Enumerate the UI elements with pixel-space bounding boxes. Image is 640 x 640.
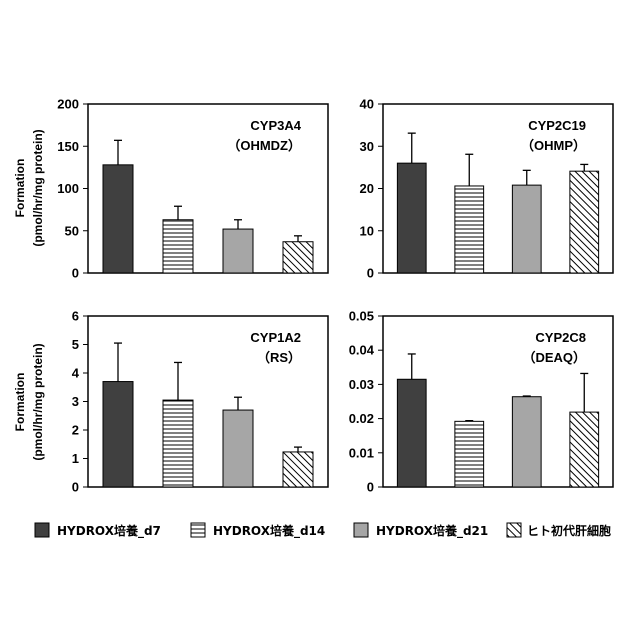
bar-cyp2c19-d7 [397, 163, 426, 273]
legend-label-d21: HYDROX培養_d21 [376, 523, 488, 539]
y-tick-label-cyp2c8: 0.03 [349, 377, 374, 392]
y-tick-label-cyp2c19: 40 [360, 97, 374, 112]
y-tick-label-cyp1a2: 2 [72, 423, 79, 438]
chart-panels: 050100150200CYP3A4（OHMDZ）010203040CYP2C1… [57, 97, 613, 495]
panel-sublabel-cyp2c8: （DEAQ） [522, 350, 586, 365]
legend-swatch-d7 [35, 523, 49, 537]
legend-swatch-d14 [191, 523, 205, 537]
y-tick-label-cyp1a2: 4 [72, 366, 80, 381]
bar-cyp3a4-d21 [223, 229, 253, 273]
bar-cyp1a2-d21 [223, 410, 253, 487]
bar-cyp1a2-primary-hepatocytes [283, 452, 313, 487]
legend-label-d7: HYDROX培養_d7 [57, 523, 161, 539]
legend: HYDROX培養_d7 HYDROX培養_d14 HYDROX培養_d21 ヒト… [35, 523, 611, 539]
y-tick-label-cyp3a4: 100 [57, 181, 79, 196]
bar-cyp2c19-primary-hepatocytes [570, 171, 599, 273]
y-tick-label-cyp2c19: 10 [360, 223, 374, 238]
y-tick-label-cyp1a2: 3 [72, 394, 79, 409]
legend-label-primary-hepatocytes: ヒト初代肝細胞 [527, 523, 611, 538]
bar-cyp2c8-d21 [512, 397, 541, 487]
y-tick-label-cyp2c19: 30 [360, 139, 374, 154]
bar-cyp2c8-d14 [455, 421, 484, 487]
panel-sublabel-cyp3a4: （OHMDZ） [227, 138, 301, 153]
bar-cyp1a2-d14 [163, 400, 193, 487]
y-tick-label-cyp2c19: 20 [360, 181, 374, 196]
y-tick-label-cyp2c8: 0.04 [349, 343, 375, 358]
bar-cyp2c8-primary-hepatocytes [570, 412, 599, 487]
bar-cyp2c19-d21 [512, 185, 541, 273]
y-axis-label-top-line1: Formation [13, 159, 27, 218]
y-tick-label-cyp3a4: 200 [57, 97, 79, 112]
panel-cyp2c8: 0 0.01 0.02 0.03 0.04 0.05 CYP2C8 （DEAQ） [349, 309, 613, 495]
bar-cyp3a4-d7 [103, 165, 133, 273]
y-tick-label-cyp1a2: 0 [72, 480, 79, 495]
bar-cyp3a4-d14 [163, 220, 193, 273]
panel-label-cyp1a2: CYP1A2 [250, 330, 301, 345]
y-axis-label-bottom-line2: (pmol/hr/mg protein) [31, 343, 45, 460]
y-tick-label-cyp3a4: 50 [65, 223, 79, 238]
y-tick-label-cyp2c8: 0.02 [349, 411, 374, 426]
y-tick-label-cyp2c8: 0.05 [349, 309, 374, 324]
bar-cyp2c8-d7 [397, 379, 426, 487]
panel-sublabel-cyp2c19: （OHMP） [521, 138, 586, 153]
y-tick-label-cyp1a2: 6 [72, 309, 79, 324]
y-tick-label-cyp2c19: 0 [367, 266, 374, 281]
legend-swatch-d21 [354, 523, 368, 537]
bar-cyp2c19-d14 [455, 186, 484, 273]
y-tick-label-cyp2c8: 0.01 [349, 445, 374, 460]
panel-cyp2c19: 0 10 20 30 40 CYP2C19 （OHMP） [360, 97, 613, 281]
legend-swatch-primary-hepatocytes [507, 523, 521, 537]
y-axis-label-bottom-line1: Formation [13, 373, 27, 432]
y-tick-label-cyp1a2: 5 [72, 337, 79, 352]
y-tick-label-cyp3a4: 0 [72, 266, 79, 281]
panel-label-cyp2c8: CYP2C8 [535, 330, 586, 345]
panel-sublabel-cyp1a2: （RS） [257, 350, 301, 365]
legend-label-d14: HYDROX培養_d14 [213, 523, 325, 539]
panel-cyp1a2: 0 1 2 3 4 5 6 CYP1A2 （RS） [72, 309, 328, 495]
bar-cyp1a2-d7 [103, 382, 133, 487]
panel-label-cyp2c19: CYP2C19 [528, 118, 586, 133]
bar-cyp3a4-primary-hepatocytes [283, 242, 313, 273]
panel-label-cyp3a4: CYP3A4 [250, 118, 301, 133]
y-tick-label-cyp2c8: 0 [367, 480, 374, 495]
y-tick-label-cyp1a2: 1 [72, 451, 79, 466]
y-tick-label-cyp3a4: 150 [57, 139, 79, 154]
y-axis-label-top-line2: (pmol/hr/mg protein) [31, 129, 45, 246]
panel-cyp3a4: 0 50 100 150 200 CYP3A4 （OHMDZ） [57, 97, 328, 281]
